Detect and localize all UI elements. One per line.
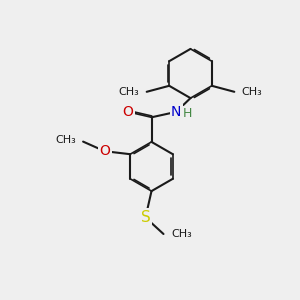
Text: CH₃: CH₃	[242, 87, 262, 97]
Text: N: N	[171, 105, 181, 119]
Text: CH₃: CH₃	[118, 87, 139, 97]
Text: S: S	[141, 210, 150, 225]
Text: CH₃: CH₃	[56, 135, 76, 145]
Text: CH₃: CH₃	[171, 229, 192, 239]
Text: H: H	[183, 107, 192, 120]
Text: O: O	[99, 144, 110, 158]
Text: O: O	[123, 105, 134, 119]
